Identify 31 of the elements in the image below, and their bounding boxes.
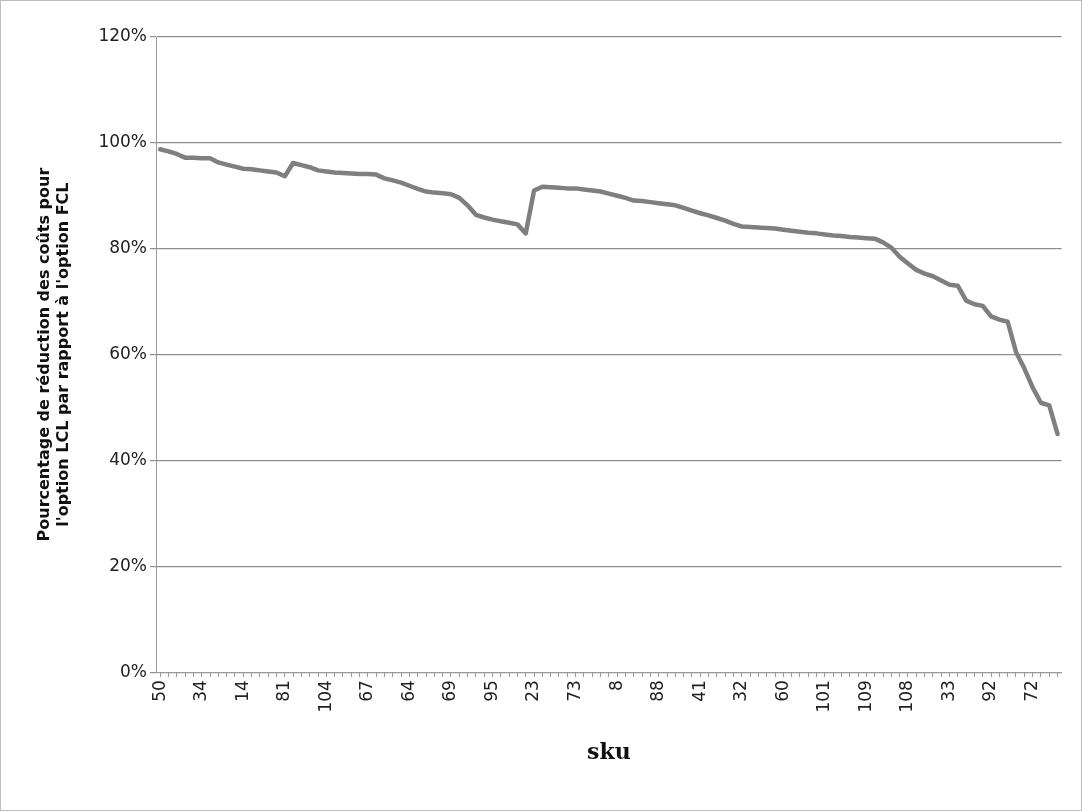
x-tick-label: 34	[190, 680, 211, 702]
x-tick-label: 69	[439, 680, 460, 702]
y-tick-label: 0%	[120, 660, 147, 681]
y-tick-label: 20%	[109, 554, 147, 575]
x-tick-label: 14	[231, 680, 252, 702]
x-tick-label: 41	[688, 680, 709, 702]
x-tick-label: 8	[605, 680, 626, 691]
x-axis-title: sku	[587, 737, 631, 764]
x-tick-label: 50	[148, 680, 169, 702]
y-tick-label: 100%	[98, 131, 147, 152]
y-tick-label: 120%	[98, 25, 147, 46]
y-tick-label: 60%	[109, 343, 147, 363]
x-tick-label: 104	[314, 680, 335, 713]
x-tick-label: 60	[771, 680, 792, 702]
x-tick-label: 73	[564, 680, 585, 702]
x-tick-label: 95	[480, 680, 501, 702]
x-tick-label: 92	[979, 680, 1000, 702]
x-tick-label: 108	[896, 680, 917, 713]
x-tick-label: 33	[937, 680, 958, 702]
x-tick-label: 32	[730, 680, 751, 702]
x-tick-label: 67	[356, 680, 377, 702]
x-tick-label: 101	[813, 680, 834, 713]
y-axis-title: Pourcentage de réduction des coûts pour l'option LCL par rapport à l'option FCL	[33, 167, 72, 542]
x-tick-label: 64	[397, 680, 418, 702]
x-tick-label: 72	[1021, 680, 1042, 702]
x-tick-label: 88	[647, 680, 668, 702]
y-tick-label: 80%	[109, 237, 147, 258]
y-tick-label: 40%	[109, 448, 147, 469]
x-tick-label: 81	[273, 680, 294, 702]
x-tick-label: 109	[854, 680, 875, 713]
x-tick-label: 23	[522, 680, 543, 702]
